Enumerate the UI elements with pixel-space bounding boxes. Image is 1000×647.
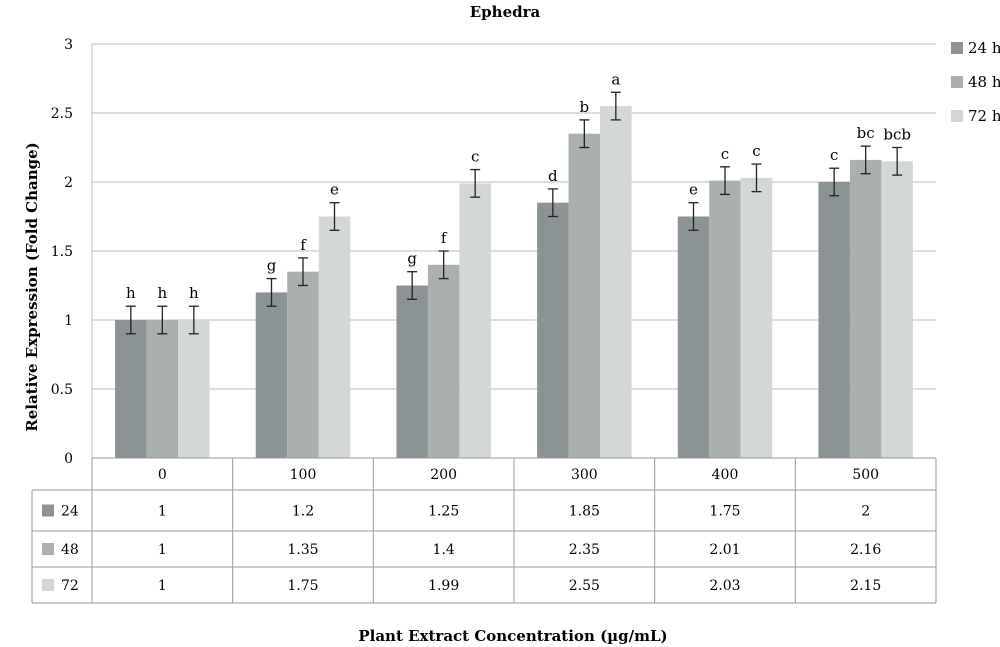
bar (115, 320, 147, 458)
x-tick-label: 100 (290, 467, 317, 483)
significance-letter: c (830, 146, 838, 164)
y-tick-label: 0 (64, 451, 73, 467)
table-cell: 1.4 (433, 542, 455, 558)
significance-letter: g (267, 257, 277, 275)
table-cell: 2 (861, 504, 870, 520)
x-tick-label: 300 (571, 467, 598, 483)
table-cell: 1.99 (428, 578, 459, 594)
legend-swatch (951, 42, 963, 54)
table-cell: 1.75 (709, 504, 740, 520)
x-tick-label: 500 (852, 467, 879, 483)
bar (881, 161, 913, 459)
significance-letter: h (189, 284, 199, 302)
legend-label: 72 h (968, 107, 1000, 125)
legend-swatch (951, 110, 963, 122)
x-tick-label: 0 (158, 467, 167, 483)
legend: 24 h 48 h 72 h (951, 39, 1000, 125)
significance-letter: b (580, 98, 590, 116)
significance-letters: h h h g f e g f c d b a e c c c bc bcb (126, 70, 911, 302)
table-cell: 1.75 (287, 578, 318, 594)
significance-letter: h (126, 284, 136, 302)
significance-letter: c (721, 145, 729, 163)
table-cell: 1.2 (292, 504, 314, 520)
table-series-swatch (42, 579, 54, 591)
table-cell: 1 (158, 578, 167, 594)
bar (537, 202, 569, 458)
table-cell: 1.25 (428, 504, 459, 520)
legend-swatch (951, 76, 963, 88)
bar (600, 106, 632, 458)
bar (255, 292, 288, 458)
significance-letter: f (300, 236, 307, 254)
bar (709, 180, 741, 458)
table-series-label: 48 (61, 542, 79, 558)
bar (396, 285, 428, 458)
significance-letter: c (752, 142, 760, 160)
table-cell: 1 (158, 542, 167, 558)
bar (818, 182, 850, 458)
x-tick-label: 200 (430, 467, 457, 483)
bar (146, 320, 179, 458)
bar (849, 159, 882, 459)
significance-letter: c (471, 148, 479, 166)
y-axis-label: Relative Expression (Fold Change) (23, 142, 41, 432)
table-cell: 2.15 (850, 578, 881, 594)
table-series-label: 72 (61, 578, 79, 594)
legend-label: 48 h (968, 73, 1000, 91)
y-tick-label: 2 (64, 175, 73, 191)
table-cell: 1.85 (569, 504, 600, 520)
bar (677, 216, 710, 458)
y-tick-label: 1 (64, 313, 73, 329)
table-cell: 2.01 (709, 542, 740, 558)
significance-letter: h (157, 284, 167, 302)
y-tick-label: 2.5 (51, 106, 73, 122)
significance-letter: f (441, 229, 448, 247)
bar (568, 133, 601, 458)
y-tick-label: 1.5 (51, 244, 73, 260)
bars (115, 106, 913, 459)
significance-letter: e (689, 181, 698, 199)
significance-letter: d (548, 167, 558, 185)
table-cell: 2.55 (569, 578, 600, 594)
significance-letter: bcb (883, 126, 911, 144)
x-tick-label: 400 (712, 467, 739, 483)
bar (427, 264, 460, 458)
bar (459, 183, 491, 458)
significance-letter: e (330, 181, 339, 199)
table-cell: 2.16 (850, 542, 881, 558)
bar (318, 216, 351, 458)
significance-letter: bc (857, 124, 875, 142)
y-tick-label: 0.5 (51, 382, 73, 398)
significance-letter: g (407, 250, 417, 268)
significance-letter: a (611, 70, 620, 88)
error-bars (125, 91, 903, 335)
chart-title: Ephedra (470, 3, 541, 21)
table-series-swatch (42, 504, 54, 517)
table-cell: 1 (158, 504, 167, 520)
y-axis-ticks: 0 0.5 1 1.5 2 2.5 3 (51, 37, 73, 467)
x-axis-label: Plant Extract Concentration (µg/mL) (358, 627, 667, 645)
bar (740, 177, 773, 459)
bar (178, 320, 210, 458)
bar (287, 271, 319, 458)
table-series-swatch (42, 543, 54, 555)
legend-label: 24 h (968, 39, 1000, 57)
table-cell: 2.03 (709, 578, 740, 594)
data-table: 0 100 200 300 400 500 24 1 1.2 1.25 1.85 1.75 2 48 1 1.… (31, 457, 937, 604)
table-cell: 2.35 (569, 542, 600, 558)
gridlines (91, 43, 936, 458)
table-cell: 1.35 (287, 542, 318, 558)
y-tick-label: 3 (64, 37, 73, 53)
table-series-label: 24 (61, 504, 79, 520)
